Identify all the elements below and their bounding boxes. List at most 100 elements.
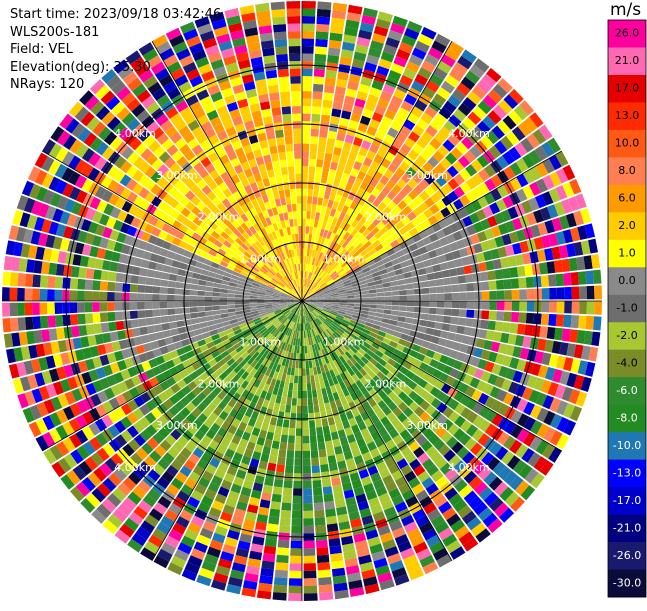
range-gate-cell — [295, 361, 299, 369]
range-gate-cell — [271, 2, 285, 11]
range-gate-cell — [117, 263, 126, 273]
range-gate-cell — [302, 211, 306, 219]
range-gate-cell — [182, 296, 190, 302]
range-gate-cell — [310, 151, 317, 159]
range-gate-cell — [107, 312, 115, 321]
range-gate-cell — [86, 268, 95, 279]
range-gate-cell — [392, 296, 400, 301]
range-gate-cell — [272, 160, 280, 169]
range-gate-cell — [227, 305, 235, 309]
range-gate-cell — [312, 99, 322, 107]
range-gate-cell — [212, 302, 220, 306]
range-gate-cell — [310, 428, 317, 436]
range-gate-cell — [274, 403, 281, 411]
range-gate-cell — [527, 301, 535, 312]
range-gate-cell — [429, 301, 437, 307]
range-gate-cell — [293, 488, 302, 496]
range-gate-cell — [235, 305, 243, 309]
range-gate-cell — [326, 70, 338, 79]
range-gate-cell — [315, 174, 322, 182]
range-gate-cell — [482, 291, 490, 300]
range-gate-cell — [313, 495, 323, 503]
range-gate-cell — [474, 301, 482, 309]
range-gate-cell — [227, 294, 235, 298]
range-gate-cell — [290, 189, 296, 197]
range-gate-cell — [302, 226, 306, 234]
range-gate-cell — [436, 315, 444, 322]
range-gate-cell — [130, 275, 139, 284]
range-gate-cell — [311, 129, 319, 137]
range-gate-cell — [264, 477, 274, 486]
colorbar-tick-label: -13.0 — [613, 466, 641, 479]
range-gate-cell — [310, 144, 318, 152]
range-gate-cell — [437, 294, 445, 301]
colorbar: 26.021.017.013.010.08.06.02.01.00.0-1.0-… — [608, 20, 646, 598]
range-gate-cell — [116, 321, 125, 330]
range-gate-cell — [303, 458, 311, 466]
range-gate-cell — [324, 433, 332, 442]
range-gate-cell — [303, 413, 309, 421]
range-gate-cell — [306, 219, 310, 227]
range-gate-cell — [198, 312, 206, 318]
range-gate-cell — [377, 297, 385, 301]
range-gate-cell — [319, 129, 328, 138]
range-gate-cell — [282, 205, 288, 213]
range-gate-cell — [71, 266, 80, 278]
range-gate-cell — [34, 330, 43, 343]
range-gate-cell — [56, 264, 65, 276]
range-gate-cell — [220, 309, 228, 314]
range-gate-cell — [275, 570, 288, 578]
range-gate-cell — [317, 555, 330, 564]
range-gate-cell — [48, 263, 57, 276]
range-gate-cell — [557, 301, 565, 313]
range-gate-cell — [279, 190, 285, 198]
range-gate-cell — [115, 312, 123, 321]
range-gate-cell — [130, 302, 138, 310]
colorbar-tick-label: -30.0 — [613, 576, 641, 589]
range-gate-cell — [261, 40, 274, 49]
range-gate-cell — [306, 361, 310, 369]
range-gate-cell — [268, 424, 276, 433]
range-gate-cell — [227, 290, 235, 294]
range-gate-cell — [47, 303, 55, 315]
range-gate-cell — [333, 439, 341, 448]
range-gate-cell — [313, 91, 323, 99]
range-gate-cell — [300, 256, 302, 264]
range-gate-cell — [314, 412, 320, 420]
range-gate-cell — [325, 184, 332, 193]
range-gate-cell — [481, 281, 489, 290]
range-gate-cell — [137, 285, 145, 293]
range-gate-cell — [264, 439, 272, 448]
range-gate-cell — [519, 289, 527, 300]
range-gate-cell — [306, 368, 310, 376]
range-gate-cell — [304, 541, 316, 549]
range-gate-cell — [289, 383, 294, 391]
range-gate-cell — [547, 261, 556, 274]
range-gate-cell — [327, 176, 334, 185]
range-gate-cell — [178, 327, 187, 334]
range-gate-cell — [276, 175, 283, 183]
range-gate-cell — [137, 302, 145, 310]
range-gate-cell — [318, 570, 331, 579]
range-gate-cell — [205, 291, 213, 296]
range-gate-cell — [392, 306, 400, 311]
range-gate-cell — [291, 541, 302, 549]
range-gate-cell — [280, 197, 286, 205]
range-gate-cell — [434, 271, 443, 279]
range-gate-cell — [282, 106, 291, 114]
colorbar-tick-label: -2.0 — [616, 329, 637, 342]
range-gate-cell — [302, 331, 304, 339]
range-gate-cell — [593, 316, 602, 330]
range-gate-cell — [325, 508, 336, 517]
range-gate-cell — [315, 517, 326, 525]
range-gate-cell — [407, 307, 415, 313]
range-gate-cell — [292, 518, 302, 526]
colorbar-tick-label: 26.0 — [615, 27, 640, 40]
range-gate-cell — [286, 197, 292, 205]
range-gate-cell — [325, 440, 333, 449]
range-gate-cell — [302, 31, 315, 39]
range-gate-cell — [289, 578, 302, 586]
range-gate-cell — [2, 272, 11, 286]
range-gate-cell — [299, 234, 302, 242]
range-gate-cell — [308, 189, 314, 197]
